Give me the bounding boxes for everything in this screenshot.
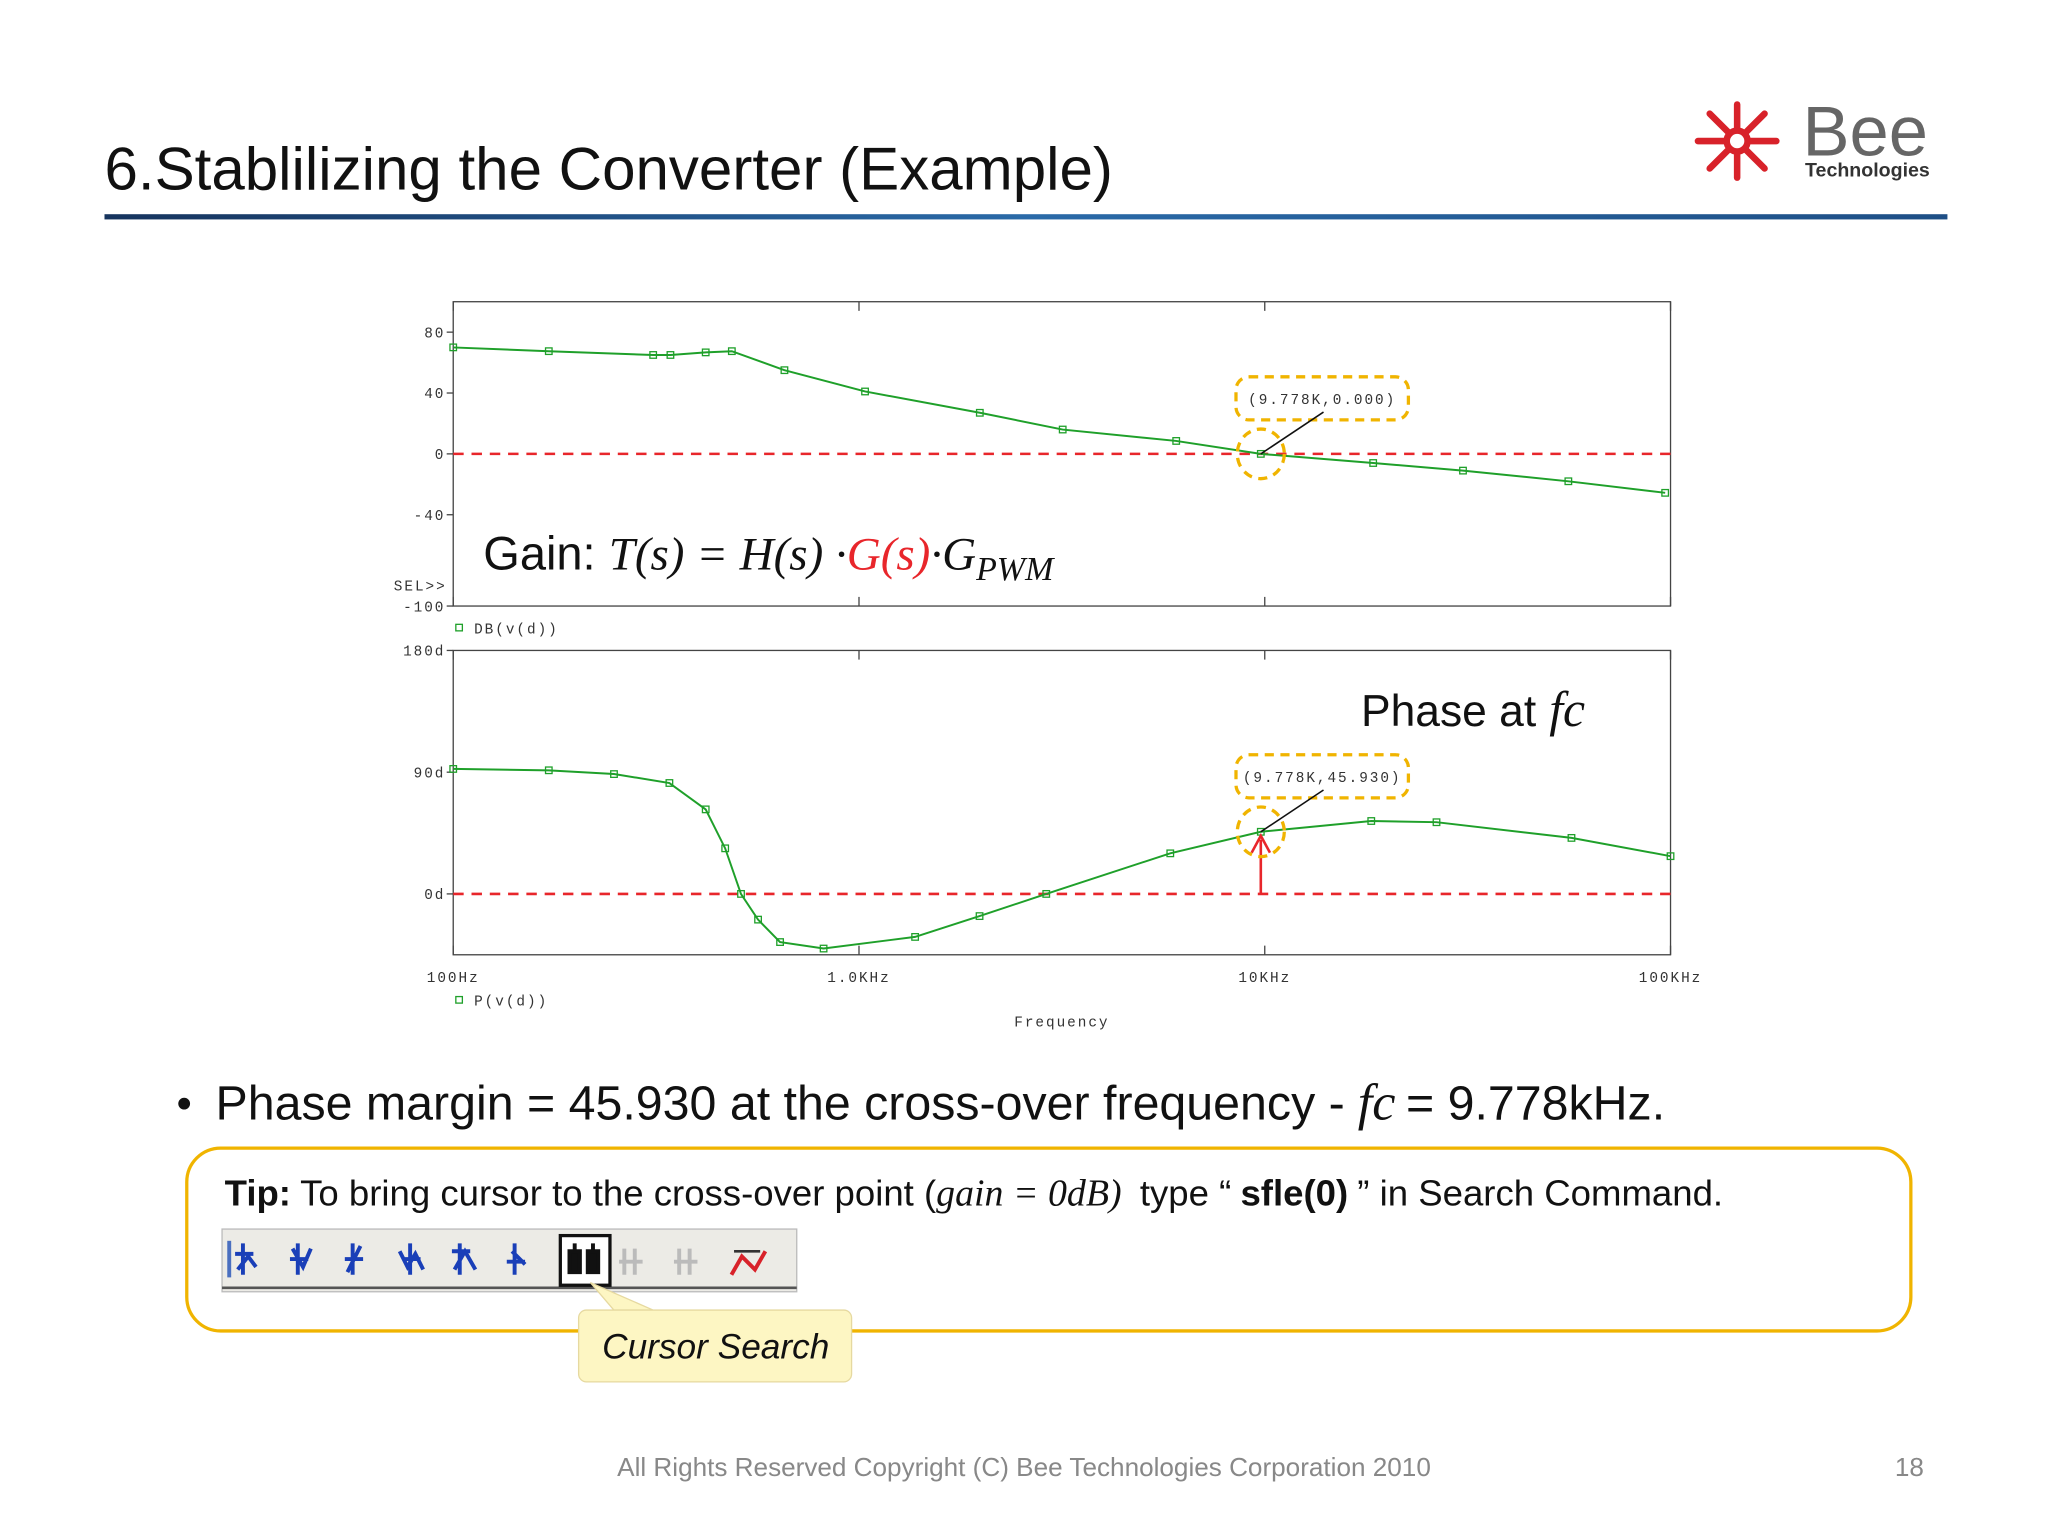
- point-marker: [819, 944, 828, 953]
- x-axis-label: Frequency: [1014, 1016, 1109, 1032]
- y-tick-label: -40: [414, 509, 446, 525]
- point-marker: [1459, 466, 1467, 475]
- plot-frame: [452, 649, 1672, 956]
- point-marker: [1564, 477, 1573, 486]
- x-tick-label: 10KHz: [1238, 971, 1291, 987]
- y-tick-label: 0: [435, 448, 446, 464]
- selection-label: SEL>>: [394, 579, 447, 595]
- annotation-leader: [1260, 411, 1324, 455]
- legend-swatch: [455, 995, 464, 1004]
- bullet-main: Phase margin = 45.930 at the cross-over …: [216, 1076, 1345, 1130]
- tip-command: sfle(0): [1240, 1173, 1348, 1214]
- point-marker: [449, 343, 458, 352]
- bullet-dot: [178, 1097, 191, 1110]
- point-marker: [666, 351, 675, 359]
- point-marker: [701, 348, 710, 357]
- legend-label: P(v(d)): [474, 995, 548, 1011]
- callout: [577, 1282, 853, 1383]
- tip-post: ” in Search Command.: [1357, 1173, 1723, 1214]
- point-marker: [649, 351, 658, 359]
- point-marker: [1432, 818, 1441, 827]
- point-marker: [544, 766, 553, 775]
- point-marker: [449, 765, 458, 773]
- point-marker: [721, 844, 730, 853]
- note-symbol: fc: [1549, 682, 1585, 737]
- point-marker: [665, 779, 674, 787]
- annotation-text: (9.778K,45.930): [1243, 771, 1402, 787]
- series-line: [453, 346, 1666, 494]
- page-number: 18: [1895, 1452, 1924, 1482]
- x-tick-label: 100Hz: [427, 971, 480, 987]
- x-tick-label: 100KHz: [1639, 971, 1702, 987]
- callout-text: Cursor Search: [602, 1327, 829, 1366]
- point-marker: [780, 366, 789, 375]
- legend-swatch: [455, 623, 464, 632]
- logo-name: Bee: [1802, 91, 1927, 170]
- point-marker: [975, 912, 984, 921]
- phase-note: Phase at fc: [1361, 682, 1585, 737]
- tip-pre: type “: [1140, 1173, 1231, 1214]
- point-marker: [1666, 852, 1675, 861]
- y-tick-label: 180d: [403, 645, 445, 661]
- bullet-text: Phase margin = 45.930 at the cross-over …: [216, 1073, 1666, 1131]
- annotation-box: [1234, 753, 1411, 800]
- point-marker: [1172, 437, 1181, 445]
- bullet-symbol: fc: [1358, 1073, 1396, 1131]
- tip-text: Tip: To bring cursor to the cross-over po…: [225, 1173, 1723, 1215]
- point-marker: [975, 408, 984, 417]
- slide-title: 6.Stablilizing the Converter (Example): [104, 135, 1112, 202]
- tip-label: Tip:: [225, 1173, 291, 1214]
- y-tick-label: 40: [424, 387, 445, 403]
- formula-lhs: T(s) = H(s) ·: [609, 528, 847, 580]
- logo: [1694, 101, 1780, 181]
- point-marker: [1369, 459, 1378, 467]
- series-line: [453, 767, 1671, 950]
- toolbar: [221, 1228, 798, 1293]
- point-marker: [1567, 833, 1576, 842]
- point-marker: [544, 347, 553, 356]
- footer-copyright: All Rights Reserved Copyright (C) Bee Te…: [617, 1452, 1431, 1482]
- y-tick-label: 90d: [414, 766, 446, 782]
- annotation-text: (9.778K,0.000): [1248, 393, 1396, 409]
- annotation-leader: [1260, 789, 1324, 833]
- formula-dot: ·G: [930, 528, 976, 580]
- point-marker: [727, 347, 736, 356]
- point-marker: [911, 933, 920, 941]
- cursor-highlight: [1235, 427, 1286, 481]
- y-tick-label: -100: [403, 600, 445, 616]
- x-tick-label: 1.0KHz: [827, 971, 890, 987]
- callout-box: [577, 1309, 853, 1383]
- point-marker: [1166, 849, 1175, 858]
- point-marker: [1367, 817, 1376, 825]
- annotation-arrowhead: [1250, 832, 1272, 854]
- point-marker: [861, 387, 869, 396]
- point-marker: [701, 805, 710, 814]
- point-marker: [737, 889, 745, 898]
- legend-label: DB(v(d)): [474, 622, 559, 638]
- point-marker: [1661, 488, 1670, 497]
- point-marker: [776, 938, 784, 946]
- point-marker: [1042, 889, 1051, 898]
- tip-main: To bring cursor to the cross-over point …: [300, 1173, 936, 1214]
- y-tick-label: 80: [424, 326, 445, 342]
- y-tick-label: 0d: [424, 888, 445, 904]
- bullet-rest: = 9.778kHz.: [1406, 1076, 1665, 1130]
- point-marker: [610, 770, 618, 778]
- note-text: Phase at: [1361, 687, 1537, 736]
- point-marker: [1256, 449, 1265, 458]
- point-marker: [1058, 425, 1067, 434]
- formula-subscript: PWM: [975, 551, 1055, 588]
- annotation-box: [1234, 375, 1411, 422]
- formula-label: Gain:: [483, 526, 595, 579]
- logo-subtitle: Technologies: [1805, 159, 1930, 181]
- tip-condition: gain = 0dB): [936, 1173, 1121, 1215]
- formula-plant: G(s): [847, 528, 931, 580]
- gain-formula: Gain: T(s) = H(s) ·G(s)·GPWM: [483, 526, 1055, 587]
- cursor-highlight: [1235, 805, 1286, 859]
- title-rule: [104, 214, 1948, 220]
- point-marker: [754, 915, 762, 924]
